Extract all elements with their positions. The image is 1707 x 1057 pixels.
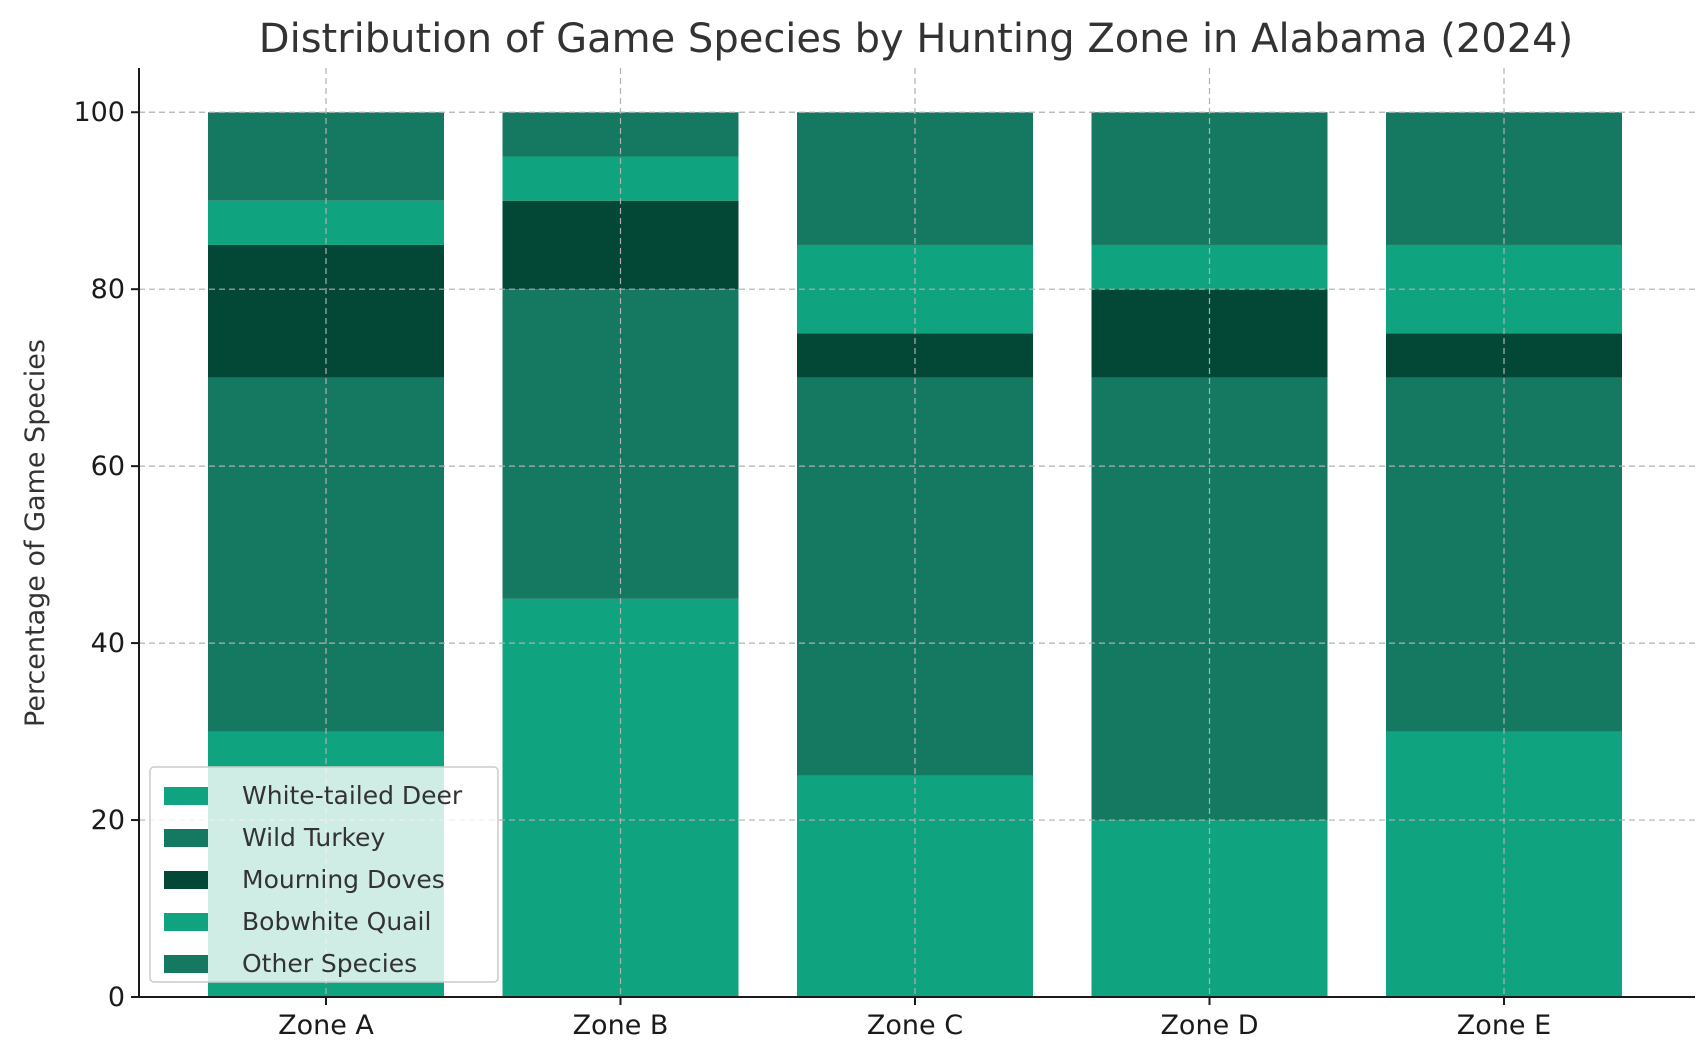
chart-title: Distribution of Game Species by Hunting … — [259, 16, 1573, 62]
legend-swatch — [164, 787, 208, 805]
legend-entry-label[interactable]: White-tailed Deer — [242, 781, 463, 810]
y-axis-label: Percentage of Game Species — [20, 339, 51, 727]
x-tick-label: Zone E — [1457, 1010, 1551, 1041]
y-tick-label: 100 — [73, 97, 125, 128]
axes: 0 20 40 60 80 100 Zone A Zone B Zone C Zone D Zone… — [73, 68, 1695, 1041]
y-tick-label: 20 — [91, 805, 125, 836]
bar-zone-b-mourning-doves — [502, 200, 739, 290]
y-tick-label: 40 — [91, 628, 125, 659]
legend-entry-label[interactable]: Other Species — [242, 949, 417, 978]
bars — [208, 112, 1622, 997]
y-tick-label: 0 — [108, 982, 125, 1013]
legend-entry-label[interactable]: Mourning Doves — [242, 865, 445, 894]
legend-swatch — [164, 829, 208, 847]
legend-frame — [149, 766, 499, 983]
legend-swatch — [164, 871, 208, 889]
legend-swatch — [164, 955, 208, 973]
legend-swatch — [164, 913, 208, 931]
x-tick-label: Zone A — [278, 1010, 374, 1041]
x-tick-label: Zone B — [573, 1010, 669, 1041]
y-tick-label: 60 — [91, 451, 125, 482]
x-tick-label: Zone D — [1160, 1010, 1258, 1041]
legend-entry-label[interactable]: Bobwhite Quail — [242, 907, 431, 936]
bar-zone-c-wild-turkey — [797, 377, 1033, 776]
bar-zone-a-other-species — [208, 112, 444, 201]
legend[interactable]: White-tailed Deer Wild Turkey Mourning Dov… — [149, 766, 499, 983]
legend-entry-label[interactable]: Wild Turkey — [242, 823, 385, 852]
grid-lines — [139, 68, 1695, 997]
y-tick-label: 80 — [91, 274, 125, 305]
x-tick-label: Zone C — [867, 1010, 963, 1041]
